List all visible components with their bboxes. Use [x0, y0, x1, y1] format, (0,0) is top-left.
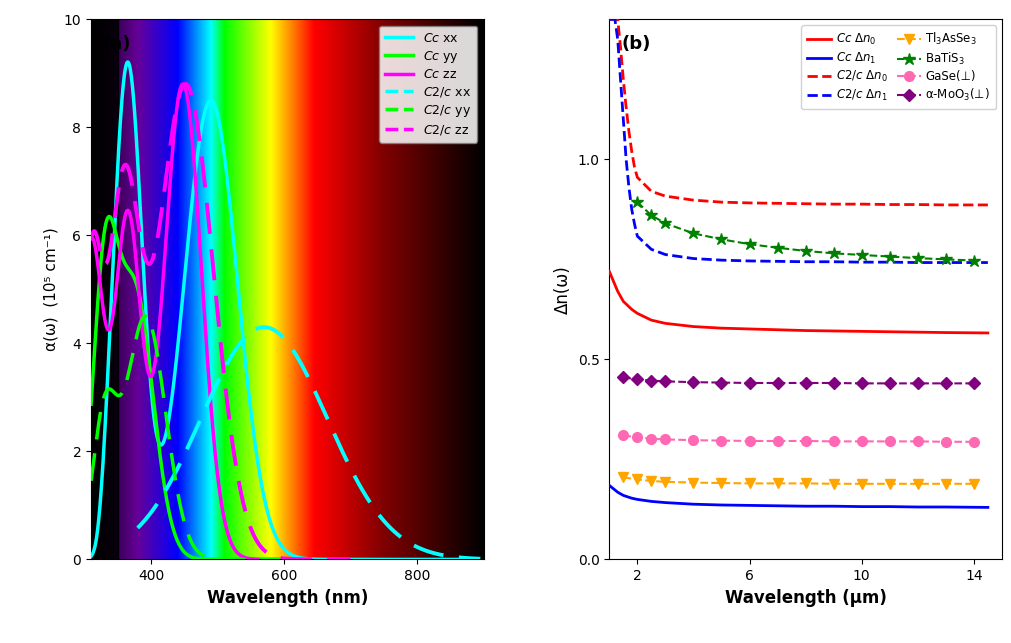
- Y-axis label: α(ω)  (10⁵ cm⁻¹): α(ω) (10⁵ cm⁻¹): [43, 228, 58, 351]
- X-axis label: Wavelength (μm): Wavelength (μm): [724, 589, 886, 607]
- Legend: $\mathit{Cc}$ $\Delta n_0$, $\mathit{Cc}$ $\Delta n_1$, $\mathit{C2/c}$ $\Delta : $\mathit{Cc}$ $\Delta n_0$, $\mathit{Cc}…: [801, 25, 995, 109]
- X-axis label: Wavelength (nm): Wavelength (nm): [206, 589, 368, 607]
- Bar: [91, 19, 117, 559]
- Legend: $\mathit{Cc}$ xx, $\mathit{Cc}$ yy, $\mathit{Cc}$ zz, $\mathit{C2/c}$ xx, $\math: $\mathit{Cc}$ xx, $\mathit{Cc}$ yy, $\ma…: [379, 26, 477, 143]
- Text: (b): (b): [621, 35, 650, 53]
- Text: (a): (a): [103, 35, 131, 53]
- Y-axis label: Δn(ω): Δn(ω): [553, 265, 571, 314]
